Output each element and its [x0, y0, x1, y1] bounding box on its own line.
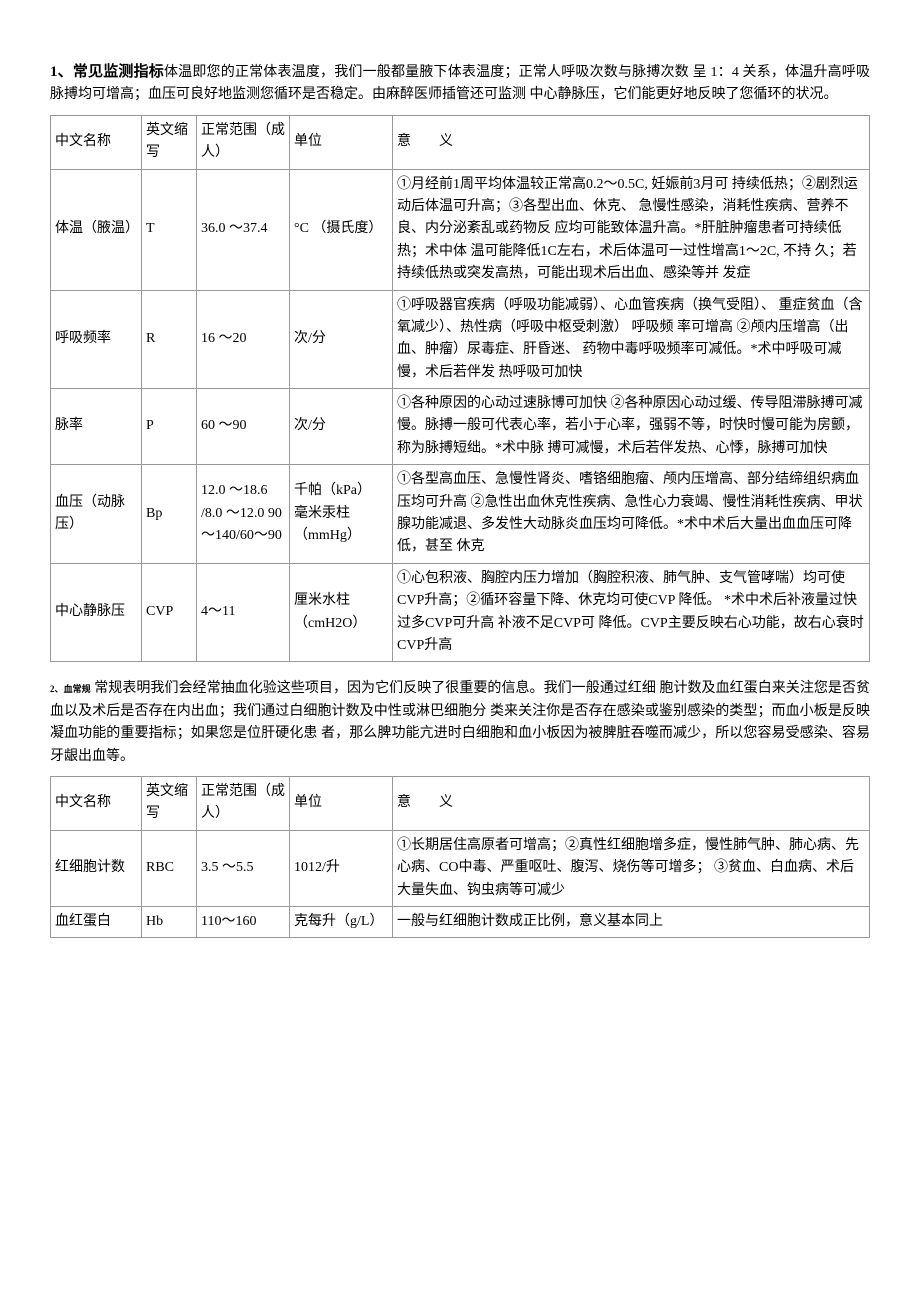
- table-monitoring-indicators: 中文名称 英文缩写 正常范围（成人） 单位 意 义 体温（腋温） T 36.0 …: [50, 115, 870, 663]
- cell-range: 4〜11: [197, 563, 290, 662]
- table-row: 红细胞计数 RBC 3.5 〜5.5 1012/升 ①长期居住高原者可增高；②真…: [51, 830, 870, 906]
- table-header-row: 中文名称 英文缩写 正常范围（成人） 单位 意 义: [51, 776, 870, 830]
- cell-meaning: ①呼吸器官疾病（呼吸功能减弱）、心血管疾病（换气受阻）、 重症贫血（含氧减少）、…: [393, 290, 870, 389]
- section2-intro-text: 常规表明我们会经常抽血化验这些项目，因为它们反映了很重要的信息。我们一般通过红细…: [50, 681, 870, 763]
- header-range: 正常范围（成人）: [197, 115, 290, 169]
- table-blood-routine: 中文名称 英文缩写 正常范围（成人） 单位 意 义 红细胞计数 RBC 3.5 …: [50, 776, 870, 938]
- cell-unit: 千帕（kPa） 毫米汞柱 （mmHg）: [290, 465, 393, 564]
- cell-abbr: Bp: [142, 465, 197, 564]
- cell-meaning: ①心包积液、胸腔内压力增加（胸腔积液、肺气肿、支气管哮喘）均可使CVP升高；②循…: [393, 563, 870, 662]
- cell-unit: 次/分: [290, 389, 393, 465]
- cell-abbr: Hb: [142, 906, 197, 937]
- table-row: 脉率 P 60 〜90 次/分 ①各种原因的心动过速脉博可加快 ②各种原因心动过…: [51, 389, 870, 465]
- cell-range: 36.0 〜37.4: [197, 169, 290, 290]
- section1-title: 1、常见监测指标: [50, 64, 164, 80]
- table-row: 呼吸频率 R 16 〜20 次/分 ①呼吸器官疾病（呼吸功能减弱）、心血管疾病（…: [51, 290, 870, 389]
- table-header-row: 中文名称 英文缩写 正常范围（成人） 单位 意 义: [51, 115, 870, 169]
- cell-abbr: P: [142, 389, 197, 465]
- section1-intro-text: 体温即您的正常体表温度，我们一般都量腋下体表温度；正常人呼吸次数与脉搏次数 呈 …: [50, 65, 870, 102]
- header-abbr: 英文缩写: [142, 776, 197, 830]
- cell-abbr: CVP: [142, 563, 197, 662]
- cell-unit: °C （摄氏度）: [290, 169, 393, 290]
- section1-intro: 1、常见监测指标体温即您的正常体表温度，我们一般都量腋下体表温度；正常人呼吸次数…: [50, 60, 870, 107]
- header-name: 中文名称: [51, 776, 142, 830]
- cell-abbr: RBC: [142, 830, 197, 906]
- section2-intro: 2、血常规 常规表明我们会经常抽血化验这些项目，因为它们反映了很重要的信息。我们…: [50, 678, 870, 768]
- header-unit: 单位: [290, 776, 393, 830]
- cell-unit: 1012/升: [290, 830, 393, 906]
- table-row: 体温（腋温） T 36.0 〜37.4 °C （摄氏度） ①月经前1周平均体温较…: [51, 169, 870, 290]
- table-row: 血红蛋白 Hb 110〜160 克每升（g/L） 一般与红细胞计数成正比例，意义…: [51, 906, 870, 937]
- header-range: 正常范围（成人）: [197, 776, 290, 830]
- cell-meaning: 一般与红细胞计数成正比例，意义基本同上: [393, 906, 870, 937]
- header-unit: 单位: [290, 115, 393, 169]
- cell-name: 脉率: [51, 389, 142, 465]
- cell-meaning: ①长期居住高原者可增高；②真性红细胞增多症，慢性肺气肿、肺心病、先心病、CO中毒…: [393, 830, 870, 906]
- cell-meaning: ①各型高血压、急慢性肾炎、嗜铬细胞瘤、颅内压增高、部分结缔组织病血压均可升高 ②…: [393, 465, 870, 564]
- cell-range: 110〜160: [197, 906, 290, 937]
- cell-meaning: ①各种原因的心动过速脉博可加快 ②各种原因心动过缓、传导阻滞脉搏可减慢。脉搏一般…: [393, 389, 870, 465]
- cell-name: 中心静脉压: [51, 563, 142, 662]
- header-name: 中文名称: [51, 115, 142, 169]
- cell-abbr: R: [142, 290, 197, 389]
- table-row: 血压（动脉压） Bp 12.0 〜18.6 /8.0 〜12.0 90 〜140…: [51, 465, 870, 564]
- cell-name: 血压（动脉压）: [51, 465, 142, 564]
- cell-range: 3.5 〜5.5: [197, 830, 290, 906]
- cell-unit: 厘米水柱 （cmH2O）: [290, 563, 393, 662]
- cell-range: 60 〜90: [197, 389, 290, 465]
- cell-range: 16 〜20: [197, 290, 290, 389]
- cell-unit: 克每升（g/L）: [290, 906, 393, 937]
- cell-meaning: ①月经前1周平均体温较正常高0.2〜0.5C, 妊娠前3月可 持续低热；②剧烈运…: [393, 169, 870, 290]
- header-abbr: 英文缩写: [142, 115, 197, 169]
- cell-abbr: T: [142, 169, 197, 290]
- header-meaning: 意 义: [393, 115, 870, 169]
- cell-range: 12.0 〜18.6 /8.0 〜12.0 90 〜140/60〜90: [197, 465, 290, 564]
- cell-name: 呼吸频率: [51, 290, 142, 389]
- table-row: 中心静脉压 CVP 4〜11 厘米水柱 （cmH2O） ①心包积液、胸腔内压力增…: [51, 563, 870, 662]
- section2-label: 2、血常规: [50, 684, 91, 694]
- cell-name: 血红蛋白: [51, 906, 142, 937]
- cell-name: 体温（腋温）: [51, 169, 142, 290]
- header-meaning: 意 义: [393, 776, 870, 830]
- cell-name: 红细胞计数: [51, 830, 142, 906]
- cell-unit: 次/分: [290, 290, 393, 389]
